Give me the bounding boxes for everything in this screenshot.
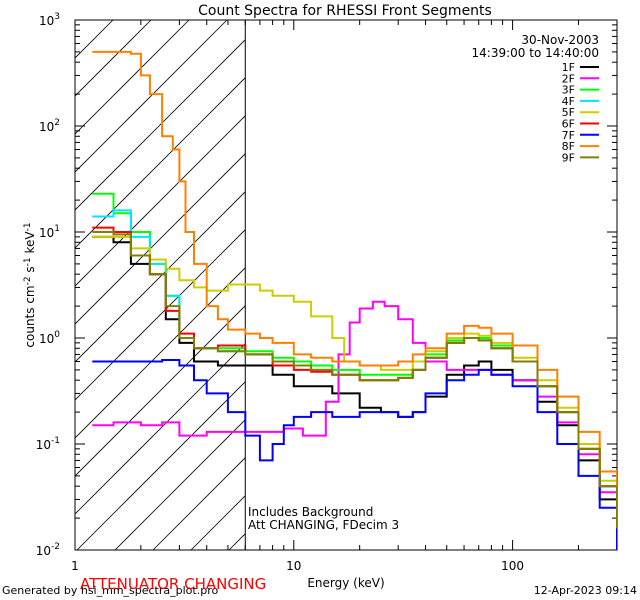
hatch-line bbox=[75, 20, 228, 173]
series-line-2F bbox=[92, 300, 617, 532]
note-background: Includes Background bbox=[248, 505, 373, 519]
legend-label-4F: 4F bbox=[562, 95, 575, 108]
x-tick-label: 10 bbox=[286, 559, 301, 573]
x-axis-label: Energy (keV) bbox=[307, 576, 384, 590]
hatch-line bbox=[75, 115, 246, 287]
y-axis-label: counts cm-2 s-1 keV-1 bbox=[23, 222, 37, 347]
render-date: 12-Apr-2023 09:14 bbox=[534, 584, 637, 597]
axis-ticks: 1 10 100 10-2 10-1 100 101 102 103 bbox=[36, 12, 617, 573]
hatch-line bbox=[152, 457, 246, 550]
series-line-9F bbox=[92, 231, 617, 529]
chart-title: Count Spectra for RHESSI Front Segments bbox=[198, 3, 492, 19]
legend-label-6F: 6F bbox=[562, 118, 575, 131]
note-attenuator: Att CHANGING, FDecim 3 bbox=[248, 518, 399, 532]
legend-label-2F: 2F bbox=[562, 72, 575, 85]
hatch-line bbox=[76, 381, 246, 550]
hatch-line bbox=[75, 305, 246, 477]
series-line-7F bbox=[92, 359, 617, 550]
attenuator-status: ATTENUATOR CHANGING bbox=[80, 575, 266, 593]
hatch-line bbox=[75, 343, 246, 515]
hatch-line bbox=[75, 39, 246, 211]
observation-time-range: 14:39:00 to 14:40:00 bbox=[472, 46, 599, 60]
attenuator-hatch-region bbox=[75, 20, 246, 550]
legend-label-1F: 1F bbox=[562, 61, 575, 74]
legend-label-5F: 5F bbox=[562, 106, 575, 119]
y-tick-label: 10-1 bbox=[36, 436, 60, 452]
hatch-line bbox=[75, 153, 246, 325]
hatch-line bbox=[75, 191, 246, 363]
y-tick-label: 101 bbox=[39, 224, 60, 240]
series-lines bbox=[92, 50, 617, 550]
y-tick-label: 102 bbox=[39, 118, 60, 134]
legend-label-8F: 8F bbox=[562, 140, 575, 153]
hatch-line bbox=[75, 20, 190, 135]
hatch-line bbox=[75, 77, 246, 249]
legend-label-3F: 3F bbox=[562, 84, 575, 97]
legend-label-9F: 9F bbox=[562, 151, 575, 164]
x-tick-label: 100 bbox=[501, 559, 524, 573]
y-tick-label: 100 bbox=[39, 330, 60, 346]
series-line-8F bbox=[92, 50, 617, 519]
generated-by-label: Generated by hsi_mm_spectra_plot.pro bbox=[2, 584, 218, 597]
x-tick-label: 1 bbox=[71, 559, 79, 573]
hatch-line bbox=[114, 419, 246, 550]
hatch-line bbox=[75, 229, 246, 401]
hatch-clip-area bbox=[75, 20, 246, 550]
legend-label-7F: 7F bbox=[562, 129, 575, 142]
hatch-line bbox=[75, 20, 76, 21]
observation-date: 30-Nov-2003 bbox=[521, 33, 599, 47]
y-tick-label: 10-2 bbox=[36, 542, 60, 558]
y-tick-label: 103 bbox=[39, 12, 60, 28]
